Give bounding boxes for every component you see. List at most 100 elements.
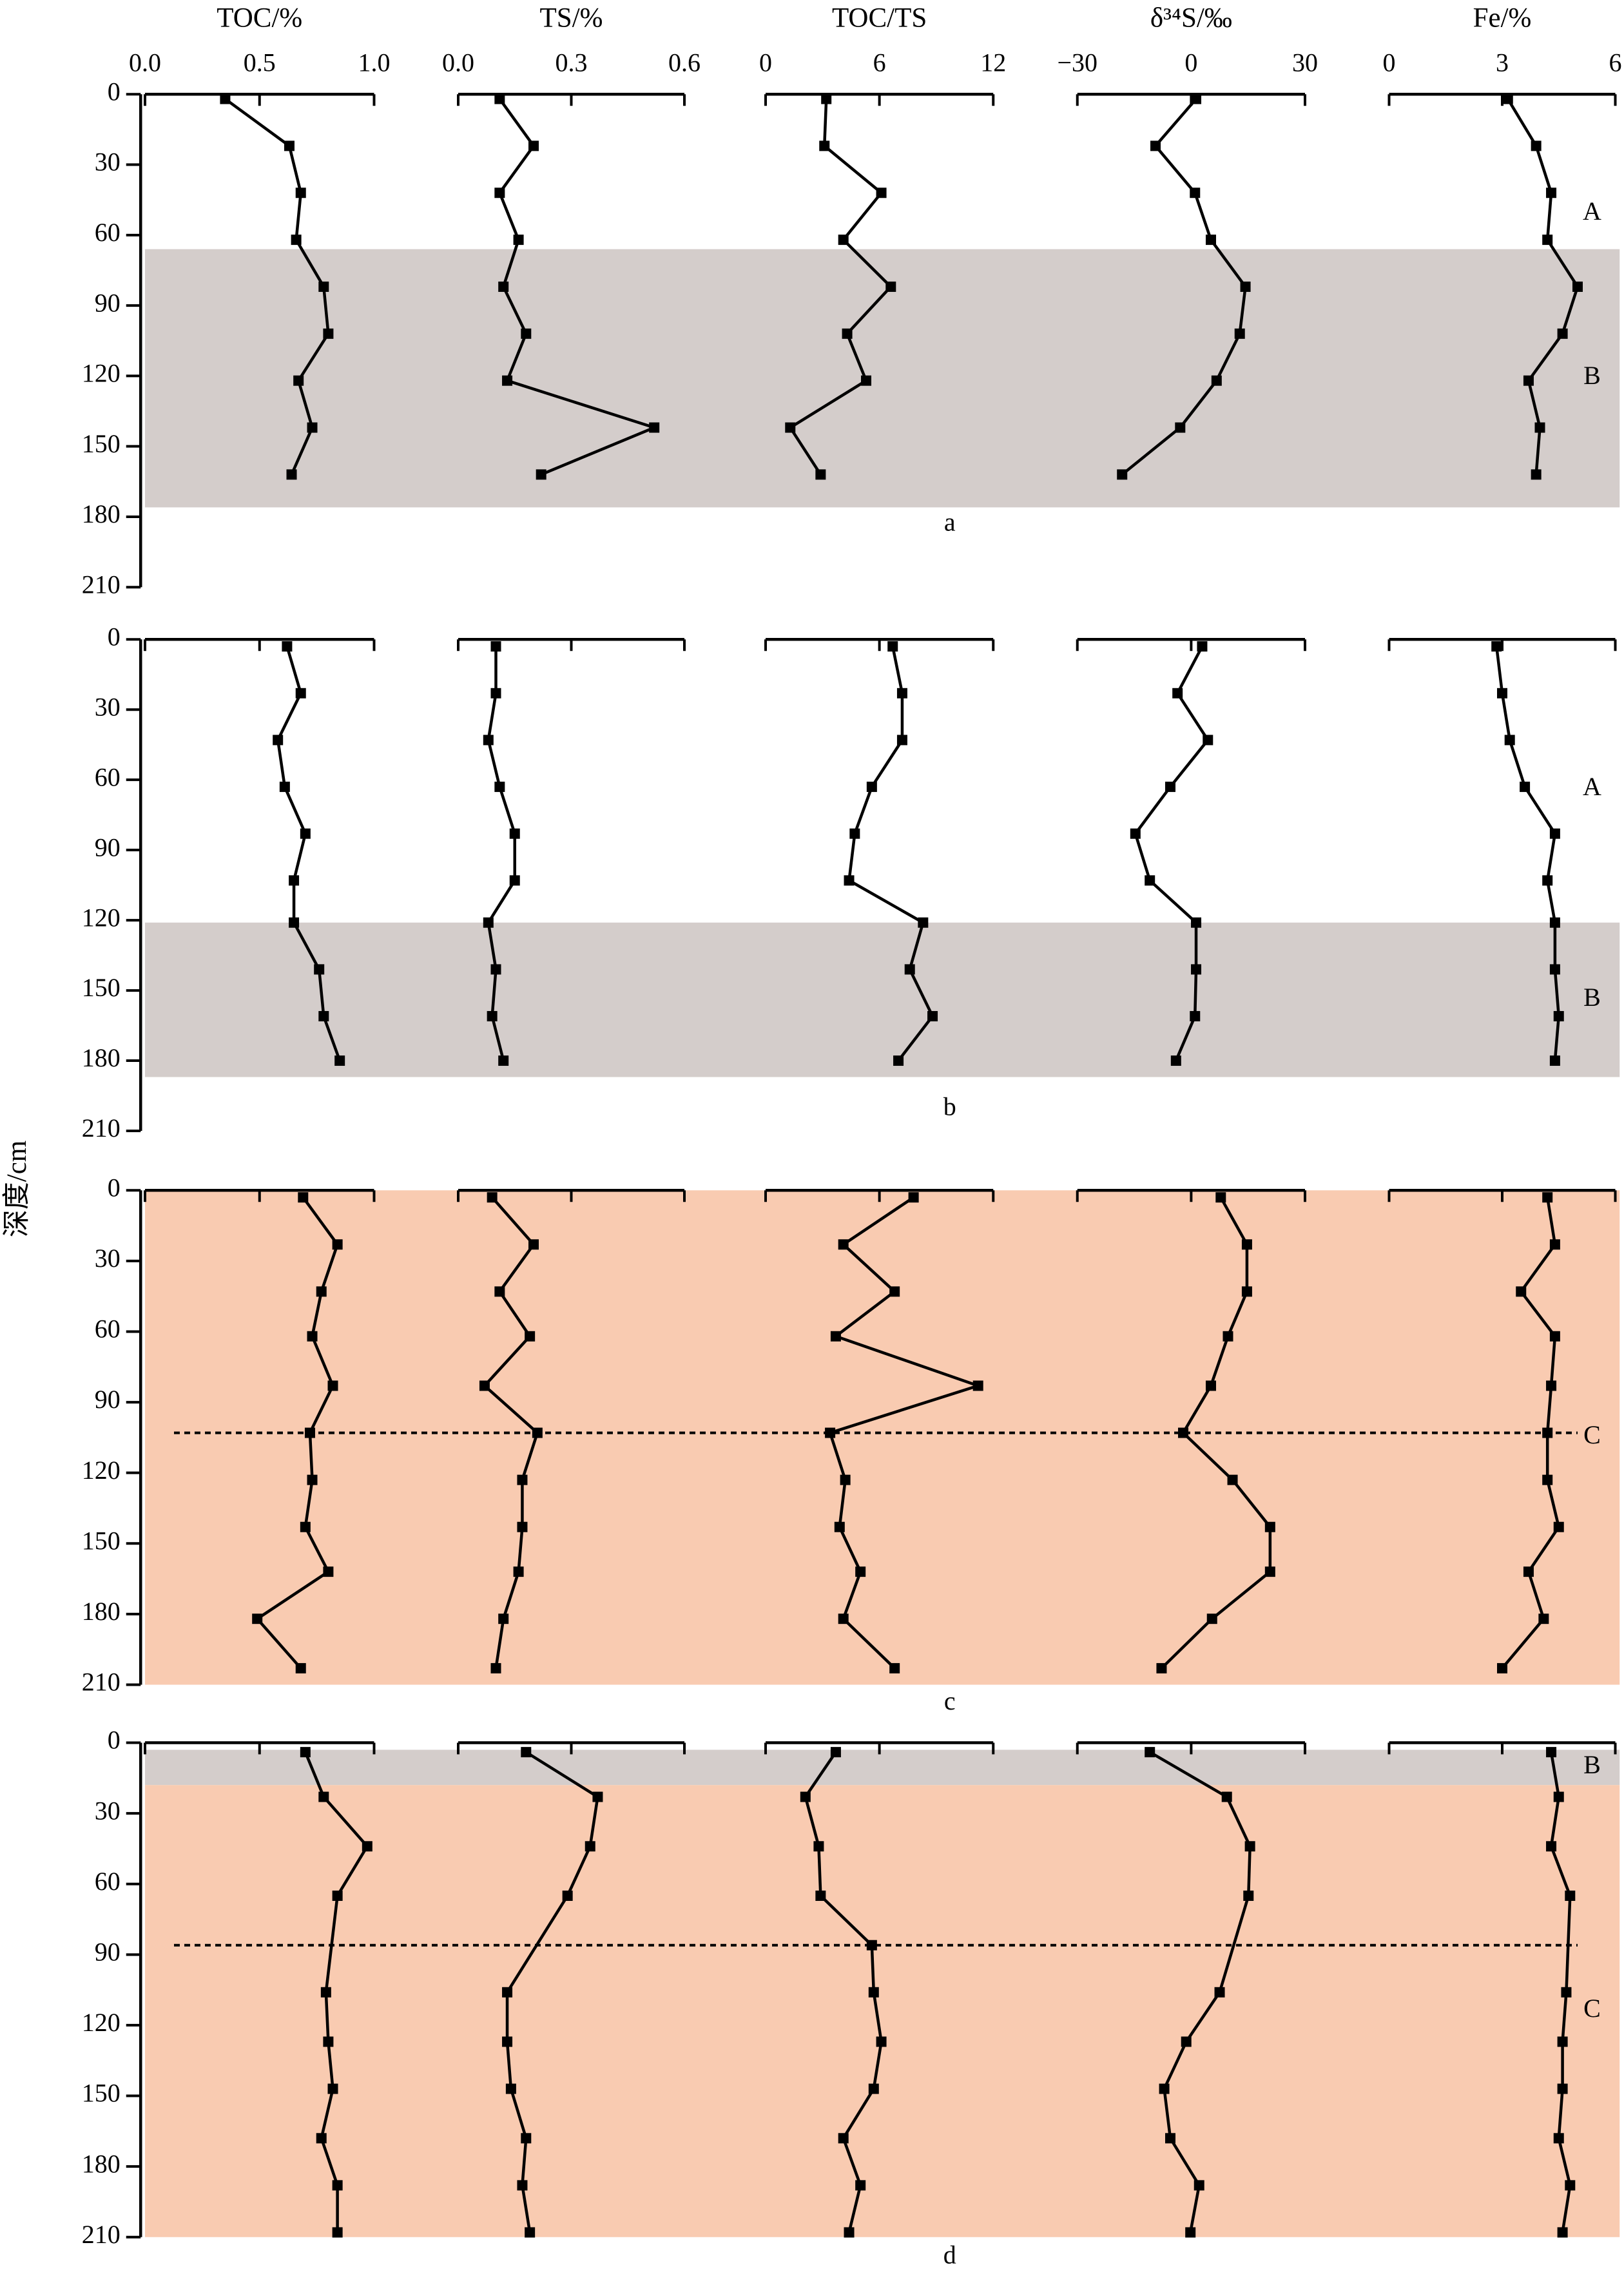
marker	[1557, 2227, 1568, 2238]
marker	[1561, 1987, 1572, 1998]
marker	[494, 93, 505, 104]
track-title: δ³⁴S/‰	[1150, 3, 1232, 33]
marker	[505, 2083, 516, 2094]
marker	[889, 1286, 900, 1297]
marker	[1203, 735, 1213, 746]
marker	[502, 1987, 513, 1998]
x-tick-label: 30	[1292, 48, 1318, 77]
zone	[145, 1785, 1620, 2237]
marker	[1264, 1521, 1275, 1532]
marker	[855, 1566, 866, 1577]
marker	[866, 1940, 877, 1951]
marker	[300, 1521, 311, 1532]
marker	[844, 2227, 855, 2238]
marker	[286, 469, 297, 480]
y-tick-label: 30	[95, 1796, 121, 1825]
marker	[1240, 281, 1251, 292]
marker	[509, 875, 520, 886]
x-tick-label: 0.6	[668, 48, 701, 77]
marker	[307, 1331, 318, 1342]
zone-label: B	[1583, 1750, 1601, 1779]
marker	[1170, 1055, 1181, 1066]
zone	[145, 249, 1620, 508]
marker	[1241, 1239, 1252, 1250]
marker	[528, 1239, 539, 1250]
marker	[498, 1055, 509, 1066]
marker	[273, 735, 284, 746]
x-tick-label: 0	[1383, 48, 1396, 77]
marker	[1531, 469, 1542, 480]
marker	[972, 1380, 983, 1391]
y-tick-label: 180	[82, 2149, 121, 2178]
marker	[1175, 422, 1186, 433]
marker	[1190, 188, 1201, 198]
marker	[1181, 2036, 1192, 2047]
profile-line	[487, 646, 516, 1061]
marker	[785, 422, 796, 433]
marker	[1145, 1747, 1155, 1758]
marker	[1150, 140, 1161, 151]
y-tick-label: 150	[82, 2079, 121, 2108]
marker	[323, 328, 334, 339]
marker	[815, 1890, 826, 1901]
marker	[517, 1521, 528, 1532]
y-axis-label: 深度/cm	[2, 1141, 32, 1237]
marker	[307, 1474, 318, 1485]
marker	[800, 1791, 811, 1802]
marker	[332, 1239, 343, 1250]
marker	[494, 188, 505, 198]
x-tick-label: 0.0	[129, 48, 161, 77]
marker	[304, 1427, 315, 1438]
marker	[289, 917, 300, 928]
marker	[868, 2083, 879, 2094]
marker	[509, 828, 520, 839]
marker	[838, 2133, 849, 2144]
y-tick-label: 60	[95, 1315, 121, 1344]
marker	[1546, 1841, 1557, 1852]
marker	[1549, 1055, 1560, 1066]
marker	[844, 875, 855, 886]
zone	[145, 922, 1620, 1077]
marker	[1206, 1614, 1217, 1624]
profile-line	[1549, 1751, 1572, 2233]
marker	[307, 422, 318, 433]
x-tick-label: 0.0	[442, 48, 474, 77]
y-tick-label: 60	[95, 1867, 121, 1896]
marker	[1572, 281, 1583, 292]
panel-label: d	[943, 2240, 956, 2269]
marker	[893, 1055, 904, 1066]
marker	[1549, 828, 1560, 839]
x-tick-label: 12	[980, 48, 1006, 77]
marker	[1553, 1791, 1564, 1802]
y-tick-label: 90	[95, 1937, 121, 1966]
marker	[1221, 1791, 1232, 1802]
marker	[487, 1011, 498, 1022]
marker	[1172, 688, 1183, 699]
y-tick-label: 90	[95, 833, 121, 862]
profile-line	[1134, 646, 1210, 1061]
marker	[834, 1521, 845, 1532]
marker	[298, 1192, 309, 1203]
marker	[362, 1841, 372, 1852]
marker	[521, 328, 532, 339]
marker	[295, 1662, 306, 1673]
y-tick-label: 150	[82, 1526, 121, 1555]
marker	[323, 2036, 334, 2047]
marker	[830, 1331, 841, 1342]
marker	[513, 235, 524, 246]
y-tick-label: 120	[82, 359, 121, 388]
marker	[1165, 2133, 1175, 2144]
marker	[316, 1286, 327, 1297]
marker	[494, 782, 505, 793]
x-tick-label: 0.5	[244, 48, 276, 77]
marker	[525, 2227, 536, 2238]
marker	[815, 469, 826, 480]
marker	[320, 1987, 331, 1998]
marker	[868, 1987, 879, 1998]
marker	[1130, 828, 1141, 839]
marker	[1264, 1566, 1275, 1577]
marker	[521, 1747, 532, 1758]
y-tick-label: 60	[95, 218, 121, 247]
zone	[145, 1190, 1620, 1685]
zone-label: B	[1583, 361, 1601, 390]
